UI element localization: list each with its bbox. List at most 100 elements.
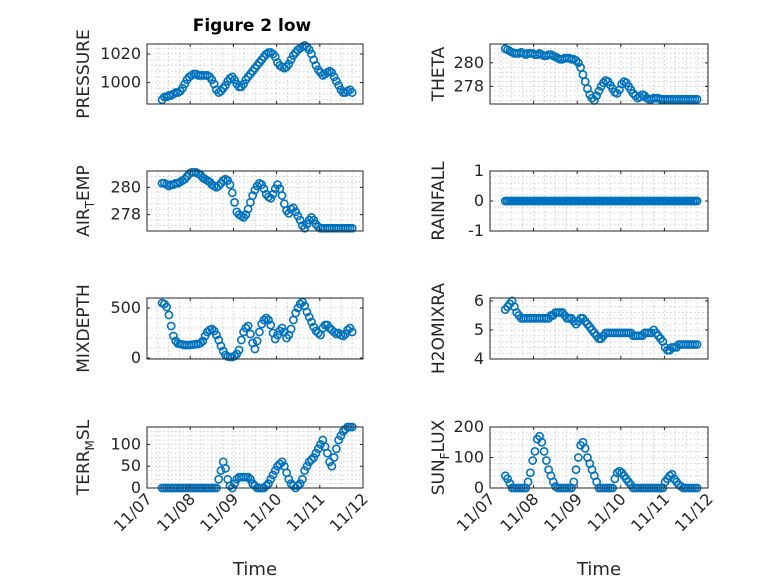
axes-frame bbox=[146, 43, 364, 105]
data-point bbox=[347, 88, 357, 97]
data-point bbox=[198, 336, 208, 346]
x-tick-label: 11/12 bbox=[671, 489, 717, 535]
data-point bbox=[248, 191, 258, 200]
axes-frame bbox=[146, 297, 364, 360]
x-tick-label: 11/10 bbox=[239, 489, 285, 535]
data-point bbox=[347, 327, 357, 337]
data-point bbox=[166, 321, 176, 331]
data-point bbox=[261, 481, 271, 491]
y-tick-label: -1 bbox=[468, 221, 484, 240]
y-tick-label: 280 bbox=[453, 53, 484, 72]
data-point bbox=[277, 457, 287, 467]
data-point bbox=[334, 435, 344, 445]
data-point bbox=[580, 443, 590, 453]
data-point bbox=[548, 477, 558, 487]
data-point bbox=[248, 479, 258, 489]
data-point bbox=[692, 94, 702, 104]
data-point bbox=[327, 68, 337, 77]
x-tick-label: 11/09 bbox=[196, 489, 242, 535]
y-tick-label: 5 bbox=[474, 320, 484, 339]
data-point bbox=[164, 310, 174, 320]
x-tick-label: 11/11 bbox=[283, 489, 329, 535]
y-axis-label: SUNFLUX bbox=[429, 419, 452, 495]
panel-rainfall: -1 0 1 RAINFALL bbox=[429, 161, 709, 241]
data-point bbox=[261, 313, 271, 323]
data-point bbox=[304, 45, 314, 55]
data-point bbox=[216, 466, 226, 475]
x-tick-label: 11/11 bbox=[627, 489, 673, 535]
data-point bbox=[243, 472, 253, 482]
data-point bbox=[307, 455, 316, 465]
data-point bbox=[241, 210, 251, 220]
data-point bbox=[316, 440, 325, 449]
data-point bbox=[329, 453, 339, 462]
data-point bbox=[221, 81, 230, 90]
y-tick-label: 0 bbox=[474, 478, 484, 497]
y-axis-label: THETA bbox=[429, 46, 449, 102]
data-point bbox=[311, 448, 321, 458]
y-tick-label: 278 bbox=[110, 205, 141, 224]
y-tick-label: 0 bbox=[474, 191, 484, 210]
data-point bbox=[336, 431, 346, 441]
data-point bbox=[307, 317, 316, 327]
data-point bbox=[264, 315, 273, 325]
data-point bbox=[250, 344, 260, 354]
data-point bbox=[243, 321, 253, 331]
data-point bbox=[334, 81, 344, 90]
data-point bbox=[528, 456, 538, 465]
data-point bbox=[530, 446, 540, 456]
data-point bbox=[592, 91, 602, 101]
y-tick-label: 280 bbox=[110, 177, 141, 196]
figure-title: Figure 2 low bbox=[193, 16, 312, 36]
y-axis-label: PRESSURE bbox=[74, 29, 94, 118]
data-point bbox=[162, 302, 172, 312]
data-point bbox=[234, 345, 244, 355]
data-point bbox=[252, 336, 262, 346]
data-point bbox=[537, 437, 547, 447]
data-point bbox=[692, 196, 702, 206]
data-point bbox=[266, 474, 276, 484]
data-point bbox=[275, 459, 285, 469]
data-point bbox=[628, 89, 638, 98]
data-point bbox=[207, 75, 217, 85]
data-point bbox=[311, 61, 321, 70]
data-point bbox=[594, 86, 604, 96]
data-point bbox=[539, 446, 549, 456]
data-point bbox=[180, 79, 190, 89]
data-point bbox=[338, 426, 348, 436]
data-point bbox=[214, 474, 224, 484]
y-axis-label: TERRMSL bbox=[74, 419, 97, 496]
x-tick-label: 11/09 bbox=[540, 489, 586, 535]
data-point bbox=[221, 463, 230, 473]
axes-frame bbox=[489, 43, 709, 105]
data-point bbox=[327, 461, 337, 471]
y-tick-label: 0 bbox=[131, 348, 141, 367]
y-axis-label: AIRTEMP bbox=[74, 165, 97, 236]
data-point bbox=[343, 325, 353, 335]
x-tick-label: 11/08 bbox=[153, 489, 199, 535]
y-axis-label: H2OMIXRA bbox=[429, 283, 449, 374]
data-point bbox=[293, 481, 303, 491]
data-point bbox=[573, 453, 583, 462]
data-point bbox=[207, 324, 217, 334]
data-point bbox=[347, 223, 357, 233]
data-point bbox=[295, 215, 305, 225]
data-point bbox=[541, 456, 551, 465]
y-tick-label: 1020 bbox=[100, 44, 141, 63]
data-point bbox=[236, 335, 246, 345]
panel-terr_msl: 050100TERRMSL11/0711/0811/0911/1011/1111… bbox=[74, 419, 372, 580]
data-point bbox=[505, 479, 515, 488]
data-point bbox=[216, 341, 226, 351]
data-point bbox=[573, 58, 583, 68]
y-tick-label: 200 bbox=[453, 417, 484, 436]
data-point bbox=[225, 180, 235, 190]
data-point bbox=[230, 479, 239, 489]
data-point bbox=[255, 327, 264, 337]
data-point bbox=[230, 351, 239, 361]
x-tick-label: 11/10 bbox=[584, 489, 630, 535]
y-tick-label: 1000 bbox=[100, 73, 141, 92]
data-point bbox=[313, 328, 323, 338]
data-point bbox=[295, 479, 305, 489]
data-point bbox=[245, 329, 255, 339]
